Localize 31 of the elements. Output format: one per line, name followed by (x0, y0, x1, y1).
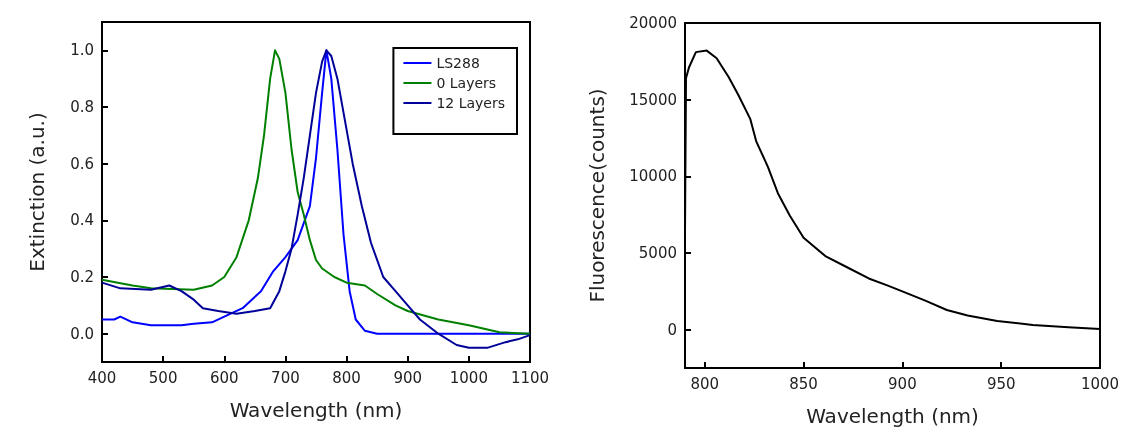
x-tick-label: 950 (986, 374, 1016, 393)
x-tick-label: 800 (690, 374, 720, 393)
y-tick-label: 1.0 (70, 41, 94, 60)
x-tick-label: 1000 (1080, 374, 1120, 393)
y-tick-label: 0.6 (70, 154, 94, 173)
x-tick-label: 850 (789, 374, 818, 393)
x-tick-label: 500 (148, 368, 178, 387)
x-tick-label: 700 (271, 368, 300, 387)
x-tick-label: 600 (209, 368, 239, 387)
x-axis-title: Wavelength (nm) (229, 398, 403, 422)
x-tick-label: 900 (888, 374, 917, 393)
x-axis-title: Wavelength (nm) (806, 404, 979, 428)
legend-label: 12 Layers (436, 95, 505, 111)
y-tick-label: 0 (667, 320, 677, 339)
y-tick-label: 0.4 (70, 211, 94, 230)
x-tick-label: 1000 (449, 368, 488, 387)
x-tick-label: 1100 (510, 368, 550, 387)
y-tick-label: 0.8 (70, 98, 94, 116)
y-tick-label: 5000 (638, 244, 677, 262)
y-axis-title: Fluorescence(counts) (585, 88, 609, 303)
y-tick-label: 0.2 (70, 268, 94, 286)
x-tick-label: 800 (332, 368, 361, 387)
x-tick-label: 400 (87, 368, 117, 387)
y-axis-title: Extinction (a.u.) (25, 112, 49, 272)
y-tick-label: 20000 (629, 14, 677, 32)
legend-label: 0 Layers (436, 75, 497, 91)
legend-label: LS288 (436, 55, 480, 71)
y-tick-label: 0.0 (70, 324, 94, 343)
y-tick-label: 15000 (629, 90, 677, 109)
y-tick-label: 10000 (629, 167, 677, 186)
x-tick-label: 900 (393, 368, 423, 387)
